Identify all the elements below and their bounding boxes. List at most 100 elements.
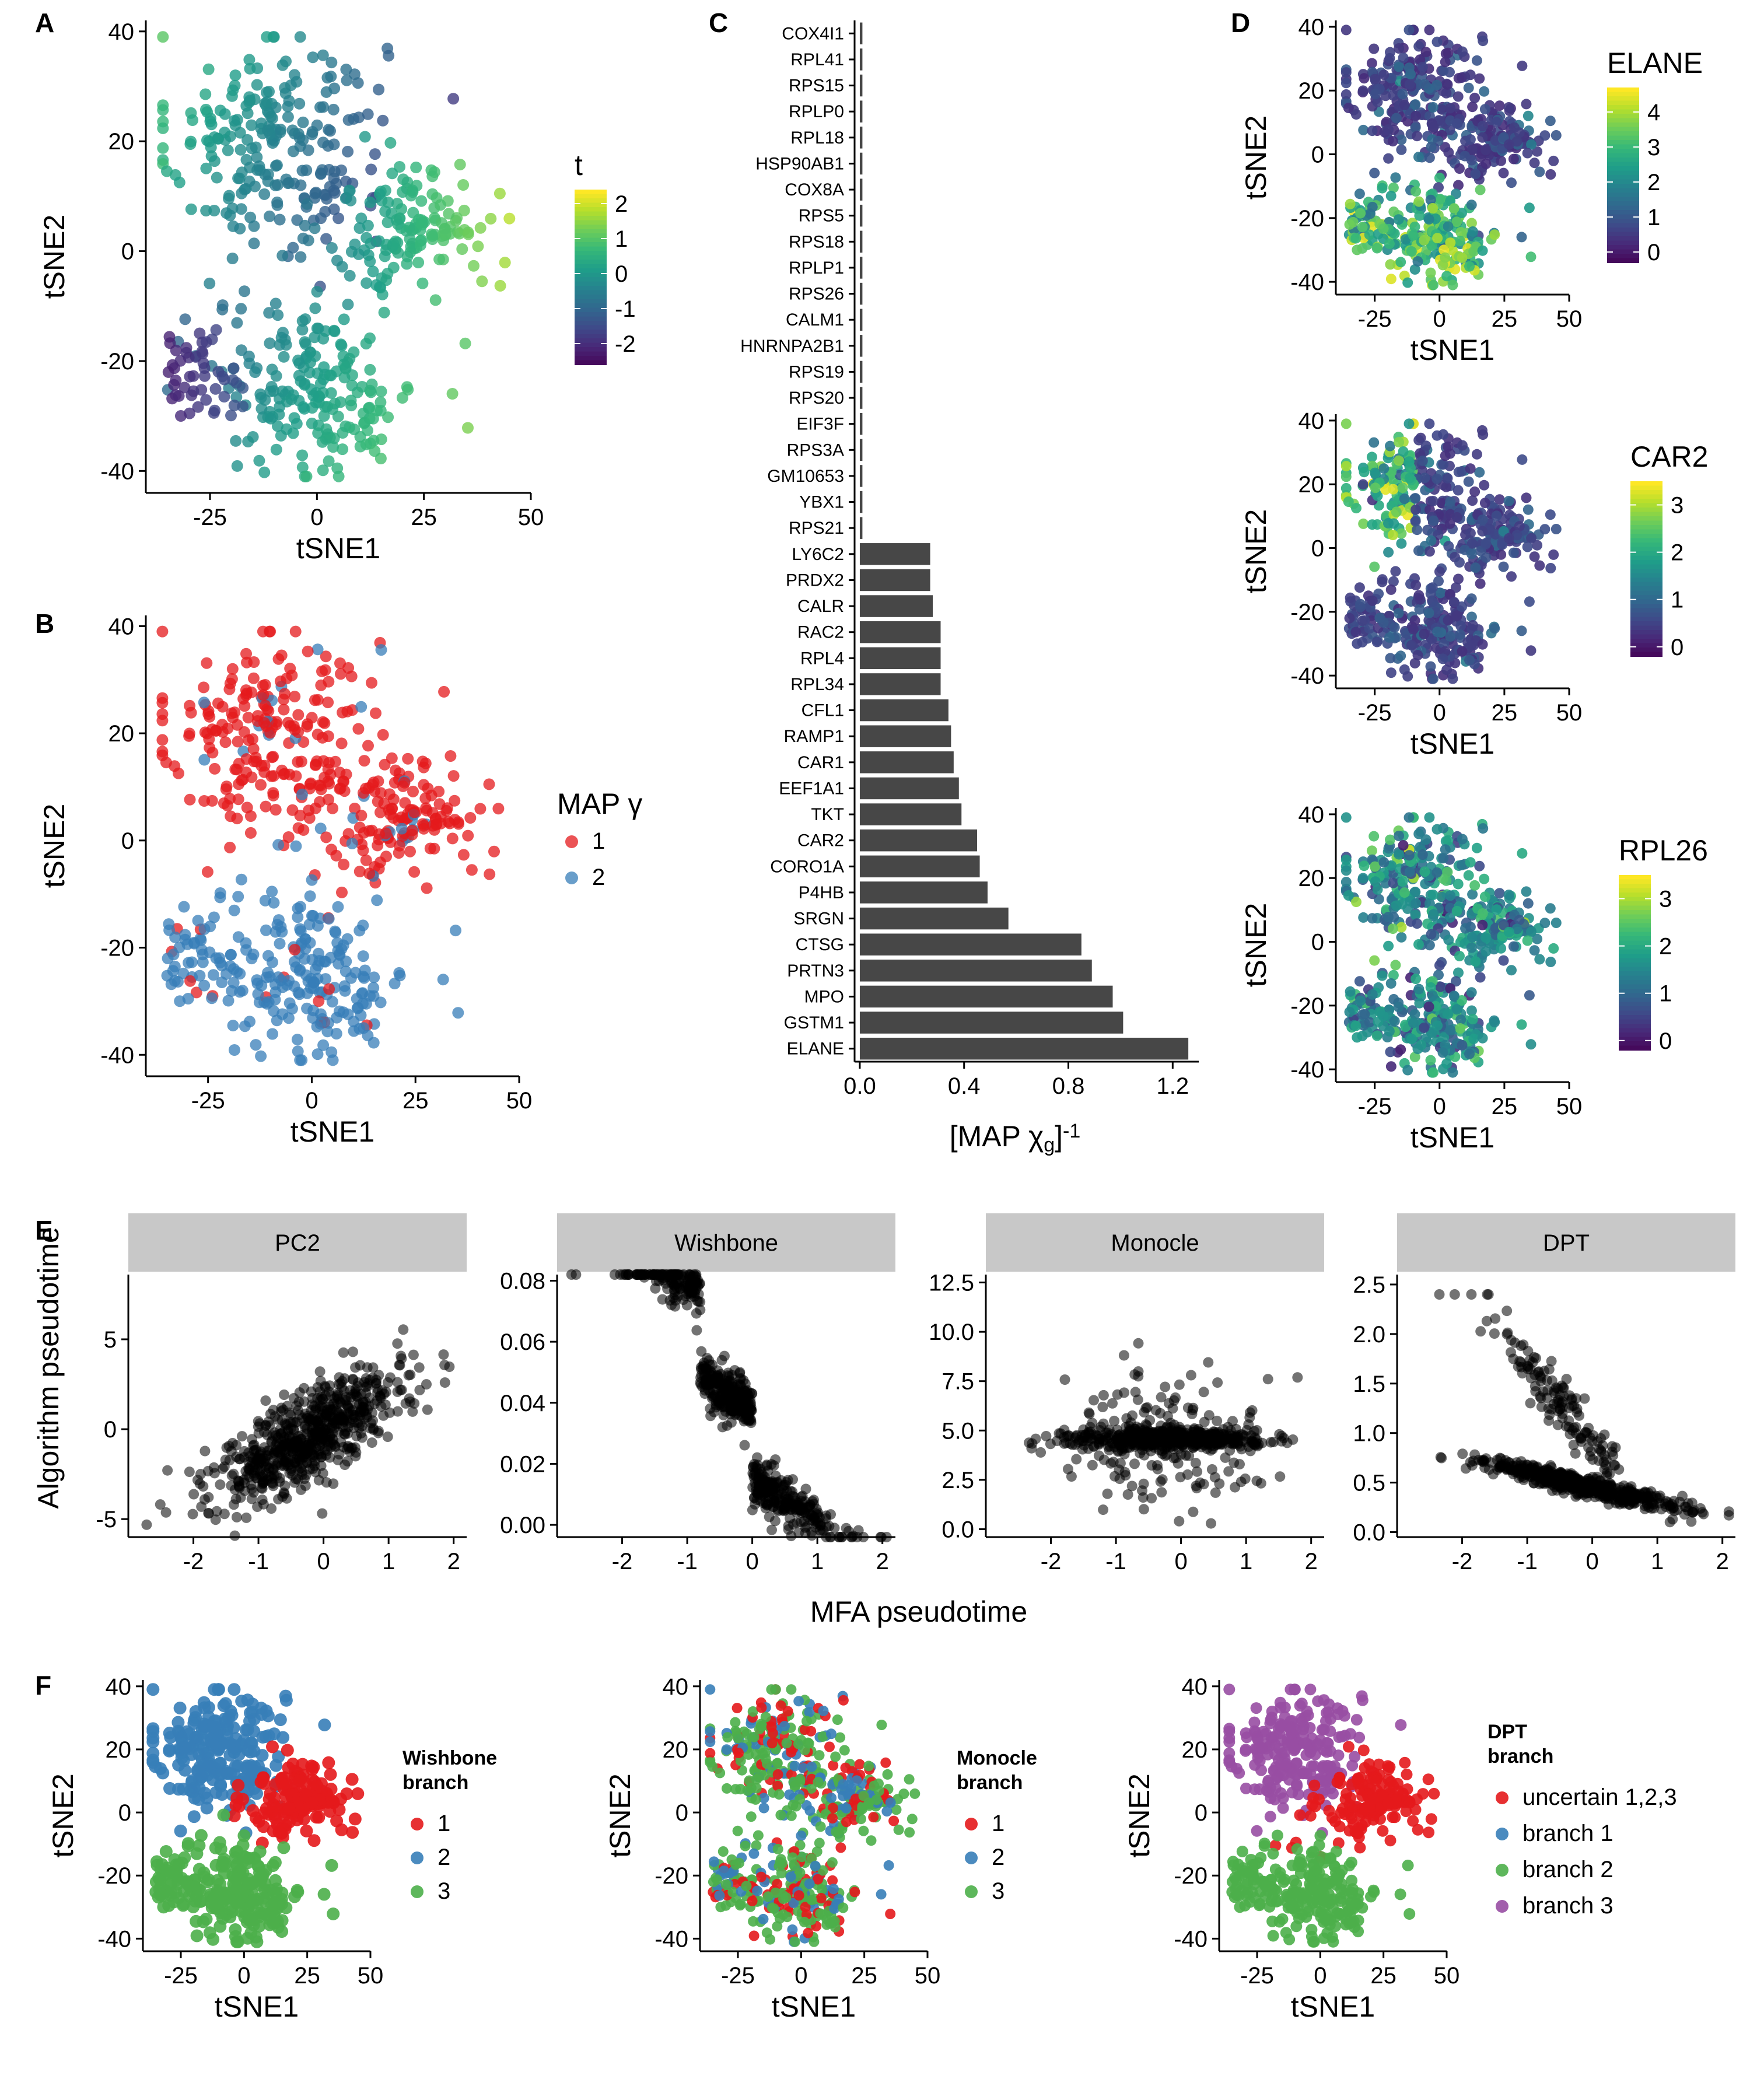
data-point — [1423, 214, 1434, 225]
colorbar-label: -2 — [615, 331, 636, 357]
data-point — [244, 162, 256, 174]
data-point — [231, 813, 243, 825]
data-point — [1378, 463, 1390, 474]
data-point — [1352, 1032, 1363, 1043]
data-point — [1426, 535, 1437, 546]
colorbar-segment — [1619, 958, 1651, 963]
data-point — [317, 136, 329, 149]
data-point — [1408, 230, 1419, 241]
colorbar-segment — [1619, 884, 1651, 889]
data-point — [1455, 1023, 1465, 1034]
data-point — [1354, 188, 1365, 200]
data-point — [1404, 850, 1415, 861]
y-tick-label: 0.00 — [500, 1513, 545, 1538]
data-point — [312, 729, 324, 741]
colorbar-segment — [575, 303, 607, 309]
data-point — [1494, 100, 1505, 111]
colorbar-segment — [1607, 232, 1639, 237]
data-point — [324, 1430, 335, 1441]
data-point — [1399, 494, 1410, 505]
data-point — [383, 788, 396, 800]
data-point — [1419, 628, 1430, 639]
x-tick-label: -25 — [1358, 1094, 1392, 1119]
data-point — [1377, 183, 1388, 194]
x-axis-title: tSNE1 — [296, 532, 381, 565]
data-point — [179, 933, 191, 946]
data-point — [1420, 440, 1432, 452]
bar-rpl41 — [859, 48, 863, 71]
data-point — [294, 31, 306, 43]
data-point — [1432, 1020, 1443, 1031]
data-point — [1367, 989, 1378, 1000]
data-point — [488, 845, 500, 858]
data-point — [708, 1391, 719, 1402]
data-point — [1357, 222, 1368, 233]
colorbar-segment — [1607, 114, 1639, 119]
y-tick-label: 0 — [104, 1417, 117, 1443]
colorbar-segment — [1607, 197, 1639, 202]
colorbar-segment — [1607, 105, 1639, 110]
colorbar-segment — [575, 277, 607, 282]
data-point — [315, 168, 327, 180]
data-point — [295, 925, 307, 937]
data-point — [318, 717, 331, 729]
data-point — [1534, 560, 1545, 571]
points — [141, 1324, 455, 1541]
data-point — [1413, 41, 1424, 52]
data-point — [503, 212, 516, 225]
colorbar-segment — [1630, 516, 1662, 522]
data-point — [264, 971, 276, 983]
bar-rplp1 — [859, 257, 863, 279]
y-tick-label: 0 — [1311, 142, 1324, 168]
data-point — [249, 366, 261, 378]
data-point — [1477, 1032, 1488, 1044]
data-point — [1480, 946, 1492, 957]
data-point — [1453, 573, 1464, 584]
data-point — [258, 188, 271, 200]
colorbar-segment — [1619, 975, 1651, 981]
bar-ramp1 — [859, 725, 951, 747]
data-point — [1394, 831, 1405, 841]
colorbar-segment — [1630, 512, 1662, 517]
data-point — [1406, 640, 1417, 651]
data-point — [288, 69, 300, 81]
bar-ly6c2 — [859, 543, 930, 565]
data-point — [425, 164, 438, 176]
data-point — [198, 681, 210, 694]
data-point — [257, 689, 270, 701]
data-point — [258, 766, 271, 778]
data-point — [1412, 131, 1423, 142]
data-point — [309, 964, 321, 975]
data-point — [317, 464, 329, 477]
data-point — [1477, 908, 1488, 919]
data-point — [1477, 132, 1488, 143]
data-point — [234, 222, 246, 235]
data-point — [1438, 853, 1449, 864]
x-tick-label: 25 — [402, 1088, 429, 1114]
data-point — [288, 1393, 299, 1404]
data-point — [200, 162, 212, 174]
colorbar-segment — [1619, 1015, 1651, 1020]
colorbar-segment — [1619, 879, 1651, 884]
bar-rps18 — [859, 230, 863, 253]
data-point — [401, 258, 413, 270]
data-point — [1545, 957, 1556, 967]
data-point — [1388, 90, 1399, 101]
data-point — [1383, 518, 1394, 528]
data-point — [1410, 110, 1421, 121]
data-point — [1366, 845, 1377, 856]
data-point — [268, 897, 280, 909]
data-point — [408, 1349, 419, 1360]
legend-label: 1 — [592, 828, 605, 854]
data-point — [1358, 124, 1369, 135]
data-point — [340, 64, 352, 76]
colorbar-segment — [1619, 980, 1651, 985]
data-point — [462, 830, 474, 842]
data-point — [223, 190, 235, 202]
data-point — [408, 806, 421, 818]
data-point — [342, 1440, 354, 1451]
data-point — [1508, 153, 1519, 164]
colorbar-segment — [575, 260, 607, 265]
colorbar-segment — [1619, 1002, 1651, 1007]
colorbar-segment — [1607, 96, 1639, 102]
